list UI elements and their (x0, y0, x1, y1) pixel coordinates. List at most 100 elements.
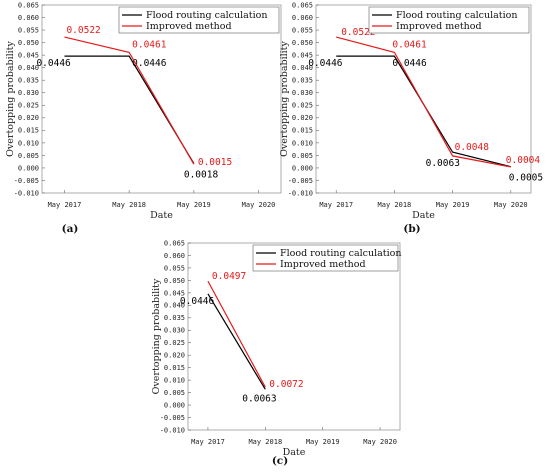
x-tick-label: May 2018 (248, 438, 282, 446)
y-tick-label: 0.020 (18, 114, 39, 122)
y-tick-label: 0.060 (18, 14, 39, 22)
y-tick-label: 0.025 (164, 339, 185, 347)
series-line-improved-method (336, 36, 511, 168)
legend-box (252, 244, 399, 272)
data-label: 0.0497 (212, 271, 246, 282)
y-tick-label: 0.045 (292, 52, 313, 60)
y-tick-label: 0.010 (18, 139, 39, 147)
x-axis-title: Date (150, 210, 173, 221)
y-tick-label: 0.040 (164, 302, 185, 310)
y-tick-label: 0.040 (18, 64, 39, 72)
data-label: 0.0461 (132, 39, 167, 50)
data-label: 0.0063 (426, 158, 460, 169)
y-tick-label: 0.035 (18, 77, 39, 85)
panel-label: (b) (403, 223, 420, 235)
y-tick-label: 0.015 (164, 364, 185, 372)
x-axis-title: Date (412, 210, 435, 221)
y-tick-label: 0.010 (164, 377, 185, 385)
x-tick-label: May 2019 (436, 201, 470, 209)
y-tick-label: 0.005 (18, 152, 39, 160)
data-label: 0.0522 (66, 25, 100, 36)
panel-label: (a) (62, 223, 79, 235)
y-tick-label: 0.055 (292, 26, 313, 34)
x-tick-label: May 2018 (112, 201, 146, 209)
y-tick-label: 0.015 (292, 127, 313, 135)
y-tick-label: -0.010 (160, 426, 185, 434)
chart-panel-3: 0.065 0.060 0.055 0.050 0.045 0.040 0.035 0.030… (151, 239, 401, 467)
series-line-improved-method (207, 280, 266, 388)
y-tick-label: -0.005 (160, 414, 185, 422)
y-tick-label: 0.040 (292, 64, 313, 72)
y-tick-label: 0.060 (164, 252, 185, 260)
y-tick-label: -0.005 (14, 177, 39, 185)
series-line-flood-routing (64, 55, 195, 164)
data-label: 0.0446 (392, 58, 427, 69)
y-tick-label: 0.055 (18, 26, 39, 34)
y-tick-label: 0.065 (18, 1, 39, 9)
x-tick-label: May 2020 (363, 438, 397, 446)
x-tick-label: May 2018 (378, 201, 412, 209)
x-tick-label: May 2017 (319, 201, 353, 209)
y-tick-label: 0.060 (292, 14, 313, 22)
y-tick-label: 0.020 (164, 352, 185, 360)
x-axis-title: Date (283, 447, 306, 458)
y-tick-label: 0.035 (292, 77, 313, 85)
legend-label: Improved method (280, 259, 366, 270)
y-tick-label: 0.015 (18, 127, 39, 135)
y-tick-label: 0.010 (292, 139, 313, 147)
x-tick-label: May 2017 (191, 438, 225, 446)
data-label: 0.0018 (184, 169, 219, 180)
data-label: 0.0072 (269, 379, 303, 390)
data-label: 0.0461 (392, 39, 427, 50)
x-tick-label: May 2020 (494, 201, 528, 209)
y-tick-label: 0.000 (18, 164, 39, 172)
y-tick-label: 0.020 (292, 114, 313, 122)
y-tick-label: 0.005 (164, 389, 185, 397)
y-tick-label: -0.010 (288, 189, 313, 197)
data-label: 0.0522 (341, 27, 375, 38)
legend-label: Flood routing calculation (146, 10, 267, 21)
plot-frame (187, 242, 401, 431)
y-tick-label: 0.050 (292, 39, 313, 47)
legend-box (118, 6, 280, 34)
legend-label: Improved method (146, 21, 232, 32)
y-tick-label: -0.010 (14, 189, 39, 197)
y-axis-title: Overtopping probability (151, 278, 162, 394)
y-tick-label: 0.030 (18, 89, 39, 97)
y-tick-label: 0.065 (164, 239, 185, 247)
plot-frame (315, 4, 532, 194)
data-label: 0.0446 (132, 58, 167, 69)
legend-label: Flood routing calculation (396, 10, 517, 21)
y-axis-title: Overtopping probability (5, 40, 16, 156)
legend-box (368, 6, 530, 34)
y-axis-title: Overtopping probability (279, 40, 290, 156)
x-tick-label: May 2020 (242, 201, 276, 209)
data-label: 0.0063 (242, 393, 276, 404)
y-tick-label: 0.045 (164, 289, 185, 297)
data-label: 0.0446 (36, 58, 71, 69)
data-label: 0.0048 (455, 142, 490, 153)
y-tick-label: 0.000 (164, 401, 185, 409)
y-tick-label: 0.050 (18, 39, 39, 47)
y-tick-label: 0.000 (292, 164, 313, 172)
data-label: 0.0446 (180, 296, 215, 307)
chart-panel-1: 0.065 0.060 0.055 0.050 0.045 0.040 0.035 0.030… (5, 1, 282, 235)
y-tick-label: -0.005 (288, 177, 313, 185)
y-tick-label: 0.035 (164, 314, 185, 322)
y-tick-label: 0.030 (292, 89, 313, 97)
x-tick-label: May 2019 (306, 438, 340, 446)
data-label: 0.0446 (308, 58, 343, 69)
y-tick-label: 0.005 (292, 152, 313, 160)
y-tick-label: 0.045 (18, 52, 39, 60)
data-label: 0.0005 (509, 173, 543, 184)
y-tick-label: 0.065 (292, 1, 313, 9)
chart-panel-2: 0.065 0.060 0.055 0.050 0.045 0.040 0.035 0.030… (279, 1, 543, 235)
series-line-flood-routing (207, 293, 266, 390)
series-line-improved-method (64, 36, 195, 165)
legend-label: Flood routing calculation (280, 248, 401, 259)
x-tick-label: May 2017 (48, 201, 82, 209)
